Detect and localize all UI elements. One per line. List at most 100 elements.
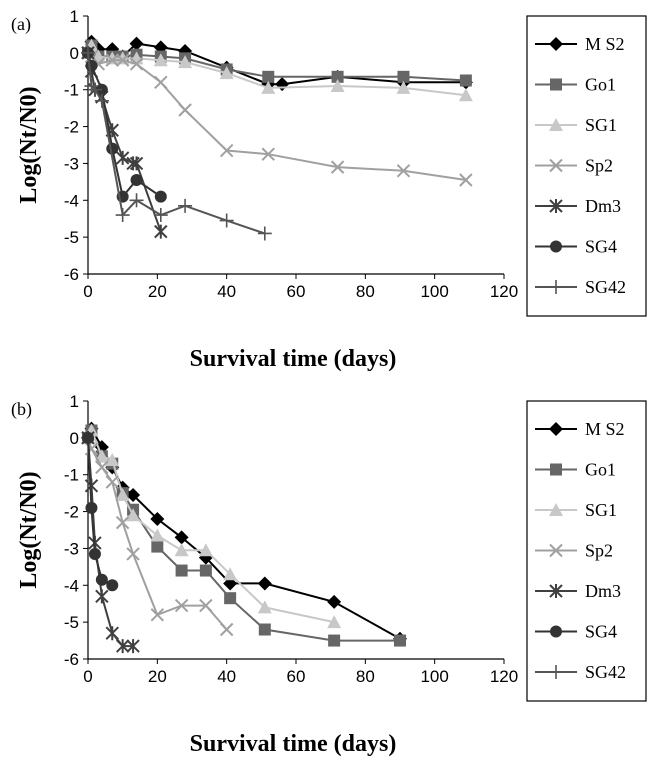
data-point <box>328 634 341 647</box>
series-line <box>87 428 400 642</box>
data-point <box>394 634 406 647</box>
data-point <box>81 45 95 60</box>
legend-label: SG4 <box>585 622 617 642</box>
data-point <box>105 475 119 489</box>
series-sg1-a <box>81 38 473 102</box>
data-point <box>115 150 130 165</box>
x-tick-label: 60 <box>287 282 306 301</box>
legend-item: SG4 <box>535 237 617 257</box>
legend-marker <box>549 422 563 436</box>
data-point <box>85 501 98 514</box>
data-point <box>219 213 234 228</box>
data-point <box>129 57 144 71</box>
legend-marker <box>549 280 563 294</box>
data-point <box>219 66 234 80</box>
series-sg4-a <box>82 46 167 203</box>
legend-marker <box>549 199 563 213</box>
legend-label: Dm3 <box>585 196 621 216</box>
x-axis-title: Survival time (days) <box>190 731 397 757</box>
data-point <box>95 460 109 475</box>
data-point <box>219 143 234 158</box>
chart-b-svg: (b) 10-1-2-3-4-5-60 20 40 60 80 100 120Survival… <box>11 392 647 757</box>
data-point <box>198 543 213 557</box>
data-point <box>126 487 141 502</box>
data-point <box>459 173 473 187</box>
x-axis-title: Survival time (days) <box>190 346 397 372</box>
x-tick-label: 100 <box>420 282 448 301</box>
data-point <box>95 589 109 604</box>
legend-item: M S2 <box>535 419 625 439</box>
data-point <box>126 508 141 522</box>
legend-marker <box>549 118 563 131</box>
data-point <box>130 174 143 187</box>
data-point <box>84 79 99 94</box>
legend-item: Dm3 <box>535 581 621 601</box>
data-point <box>178 103 192 117</box>
data-point <box>85 59 98 72</box>
y-tick-label: 0 <box>70 429 79 448</box>
data-point <box>129 193 144 208</box>
y-tick-label: -6 <box>64 265 79 284</box>
data-point <box>115 515 130 530</box>
series-line <box>87 52 266 235</box>
data-point <box>330 79 345 93</box>
x-tick-label: 100 <box>420 667 448 686</box>
legend-item: SG4 <box>535 622 617 642</box>
data-point <box>396 80 411 94</box>
legend-label: SG1 <box>585 500 617 520</box>
legend-label: M S2 <box>585 34 625 54</box>
series-sp2-b <box>81 431 234 637</box>
legend-item: SG42 <box>535 662 626 682</box>
data-point <box>94 93 109 108</box>
data-point <box>327 615 342 629</box>
data-point <box>82 431 94 444</box>
x-tick-label: 60 <box>287 667 306 686</box>
y-axis-title: Log(Nt/N0) <box>16 86 42 203</box>
data-point <box>224 592 237 605</box>
data-point <box>331 70 344 83</box>
data-point <box>198 550 213 565</box>
legend-item: SG1 <box>535 500 617 520</box>
data-point <box>115 639 130 654</box>
legend: M S2 Go1 SG1 Sp2 Dm3 SG4 SG42 <box>526 15 647 317</box>
legend-marker <box>550 625 562 638</box>
legend-label: Go1 <box>585 75 616 95</box>
data-point <box>219 622 234 637</box>
legend-label: Go1 <box>585 460 616 480</box>
y-tick-label: -5 <box>64 613 79 632</box>
data-point <box>126 639 140 654</box>
legend-item: Sp2 <box>535 156 613 176</box>
data-point <box>397 70 410 83</box>
data-point <box>178 198 193 213</box>
legend-item: SG1 <box>535 115 617 135</box>
series-ms2-b <box>81 421 407 646</box>
data-point <box>396 164 411 178</box>
data-point <box>95 573 108 586</box>
data-point <box>106 579 119 592</box>
data-point <box>126 547 140 561</box>
legend-marker <box>549 665 563 679</box>
legend-label: Dm3 <box>585 581 621 601</box>
data-point <box>115 208 130 223</box>
legend-label: Sp2 <box>585 541 613 561</box>
data-point <box>261 80 276 94</box>
legend-label: SG42 <box>585 662 626 682</box>
series-sp2-a <box>81 46 473 187</box>
data-point <box>150 528 165 542</box>
panel-label: (a) <box>11 14 31 35</box>
data-point <box>223 567 238 581</box>
data-point <box>199 564 212 577</box>
x-tick-label: 40 <box>217 282 236 301</box>
data-point <box>151 540 164 553</box>
data-point <box>129 156 144 171</box>
legend-marker <box>550 78 562 91</box>
legend-marker <box>549 37 563 51</box>
legend-marker <box>549 584 563 598</box>
data-point <box>154 224 168 239</box>
data-point <box>178 55 193 69</box>
data-point <box>115 487 130 501</box>
series-sg42-a <box>81 45 272 241</box>
data-point <box>174 543 189 557</box>
legend-marker <box>550 240 562 253</box>
legend-item: Sp2 <box>535 541 613 561</box>
